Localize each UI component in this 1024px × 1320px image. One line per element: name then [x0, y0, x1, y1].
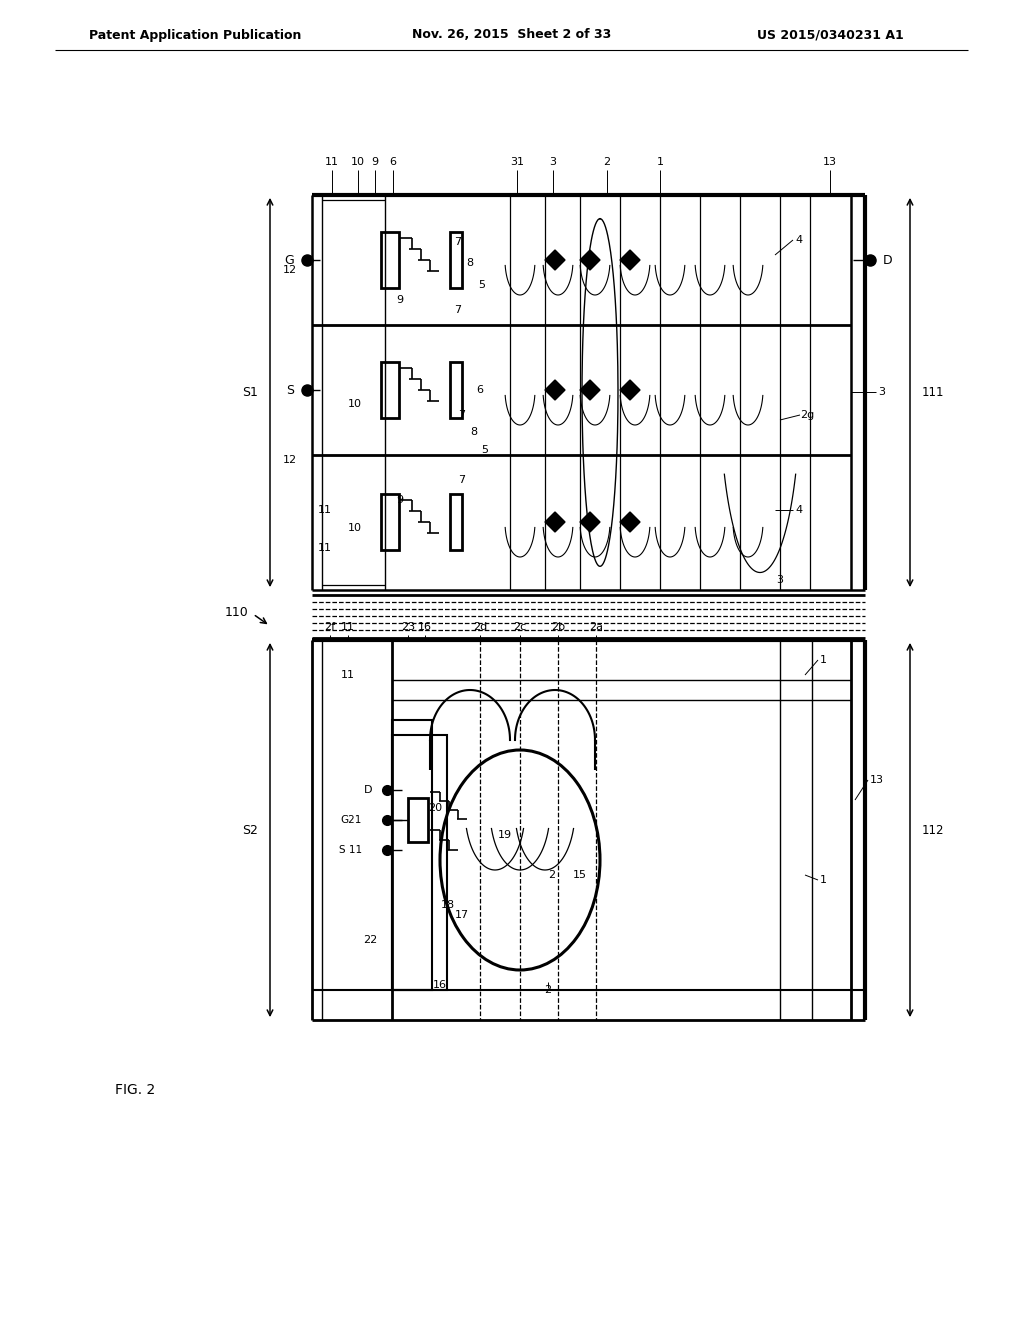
- Text: 2: 2: [603, 157, 610, 168]
- Text: D: D: [364, 785, 372, 795]
- Text: 9: 9: [396, 294, 403, 305]
- Bar: [450, 362, 462, 418]
- Text: 1: 1: [656, 157, 664, 168]
- Text: 112: 112: [922, 824, 944, 837]
- Text: 19: 19: [498, 830, 512, 840]
- Bar: [381, 494, 399, 550]
- Text: 7: 7: [459, 475, 466, 484]
- Text: 2f: 2f: [325, 622, 336, 632]
- Polygon shape: [620, 380, 640, 400]
- Text: Patent Application Publication: Patent Application Publication: [89, 29, 301, 41]
- Text: 111: 111: [922, 385, 944, 399]
- Text: 22: 22: [362, 935, 377, 945]
- Text: S 11: S 11: [339, 845, 362, 855]
- Text: 13: 13: [870, 775, 884, 785]
- Text: Nov. 26, 2015  Sheet 2 of 33: Nov. 26, 2015 Sheet 2 of 33: [413, 29, 611, 41]
- Text: 10: 10: [348, 523, 362, 533]
- Text: 20: 20: [428, 803, 442, 813]
- Bar: [392, 735, 447, 990]
- Text: 9: 9: [396, 495, 403, 506]
- Text: FIG. 2: FIG. 2: [115, 1082, 156, 1097]
- Text: 2: 2: [545, 985, 552, 995]
- Text: S1: S1: [242, 385, 258, 399]
- Text: 4: 4: [795, 506, 802, 515]
- Text: 6: 6: [476, 385, 483, 395]
- Text: 1: 1: [820, 875, 827, 884]
- Text: 13: 13: [823, 157, 837, 168]
- Text: 10: 10: [351, 157, 365, 168]
- Text: US 2015/0340231 A1: US 2015/0340231 A1: [757, 29, 903, 41]
- Bar: [450, 494, 462, 550]
- Text: 8: 8: [470, 426, 477, 437]
- Text: 1: 1: [820, 655, 827, 665]
- Text: G: G: [285, 253, 294, 267]
- Polygon shape: [580, 249, 600, 271]
- Text: 8: 8: [467, 257, 473, 268]
- Text: S: S: [286, 384, 294, 396]
- Text: 31: 31: [510, 157, 524, 168]
- Bar: [381, 362, 399, 418]
- Text: 11: 11: [318, 543, 332, 553]
- Polygon shape: [545, 249, 565, 271]
- Text: 2g: 2g: [800, 411, 814, 420]
- Text: 110: 110: [224, 606, 248, 619]
- Text: 11: 11: [318, 506, 332, 515]
- Text: 3: 3: [878, 387, 885, 397]
- Text: 23: 23: [401, 622, 415, 632]
- Text: 7: 7: [455, 238, 462, 247]
- Text: 16: 16: [433, 979, 447, 990]
- Text: D: D: [883, 253, 893, 267]
- Text: 4: 4: [795, 235, 802, 246]
- Text: 3: 3: [550, 157, 556, 168]
- Text: 2d: 2d: [473, 622, 487, 632]
- Text: 5: 5: [478, 280, 485, 290]
- Text: 17: 17: [455, 909, 469, 920]
- Text: 16: 16: [418, 622, 432, 632]
- Bar: [450, 232, 462, 288]
- Text: 6: 6: [389, 157, 396, 168]
- Text: 5: 5: [481, 445, 488, 455]
- Polygon shape: [620, 249, 640, 271]
- Text: 11: 11: [341, 671, 355, 680]
- Text: 12: 12: [283, 455, 297, 465]
- Text: S2: S2: [242, 824, 258, 837]
- Bar: [381, 232, 399, 288]
- Bar: [392, 719, 432, 990]
- Text: 2a: 2a: [589, 622, 603, 632]
- Text: 7: 7: [459, 411, 466, 420]
- Polygon shape: [545, 380, 565, 400]
- Text: G21: G21: [341, 814, 362, 825]
- Bar: [408, 799, 428, 842]
- Text: 15: 15: [573, 870, 587, 880]
- Text: 18: 18: [441, 900, 455, 909]
- Text: 9: 9: [372, 157, 379, 168]
- Text: 11: 11: [341, 622, 355, 632]
- Text: 11: 11: [325, 157, 339, 168]
- Polygon shape: [580, 380, 600, 400]
- Polygon shape: [620, 512, 640, 532]
- Text: 7: 7: [455, 305, 462, 315]
- Text: 2: 2: [549, 870, 556, 880]
- Text: 12: 12: [283, 265, 297, 275]
- Polygon shape: [580, 512, 600, 532]
- Text: 3: 3: [776, 576, 783, 585]
- Text: 2b: 2b: [551, 622, 565, 632]
- Polygon shape: [545, 512, 565, 532]
- Text: 10: 10: [348, 399, 362, 409]
- Text: 2c: 2c: [513, 622, 526, 632]
